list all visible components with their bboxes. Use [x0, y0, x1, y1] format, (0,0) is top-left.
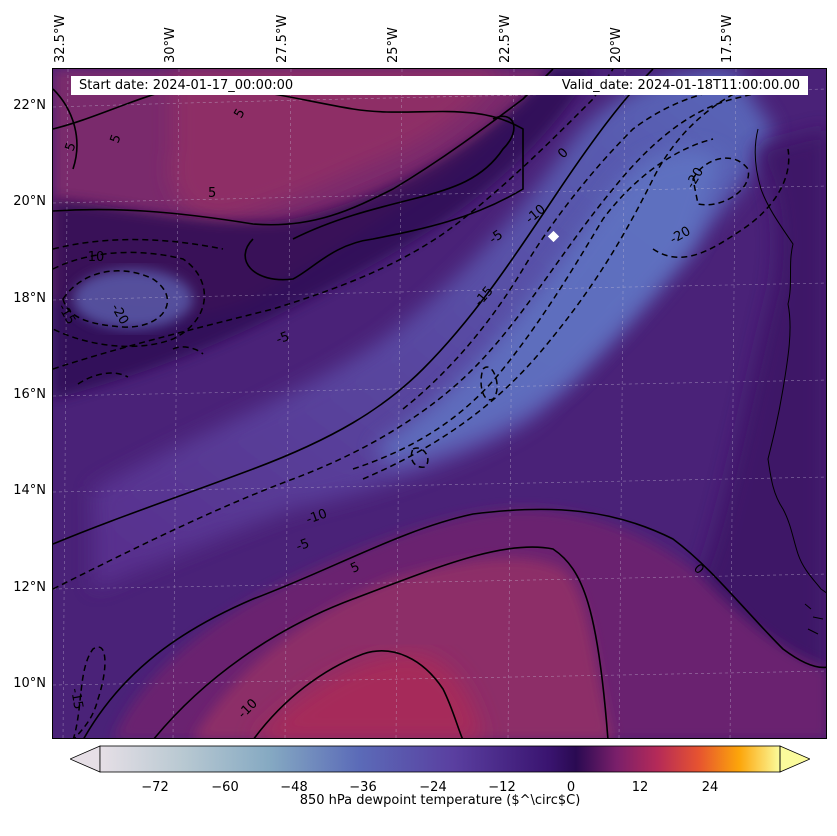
lon-label-20w: 20°W [609, 27, 624, 63]
lat-label-12n: 12°N [13, 580, 46, 595]
contour-label: -10 [83, 250, 104, 265]
colorbar-tick: 0 [566, 780, 576, 795]
field-driest-core [373, 148, 723, 464]
field-dry-band [93, 69, 773, 589]
colorbar-extend-low [70, 745, 101, 773]
lat-label-10n: 10°N [13, 676, 46, 691]
colorbar-tick: 24 [701, 780, 719, 795]
colorbar-tick: −36 [349, 780, 377, 795]
lat-label-14n: 14°N [13, 483, 46, 498]
dewpoint-map: 5 5 5 5 0 0 -10 -15 -20 -20 -5 -5 -10 -5… [53, 69, 826, 738]
island-outlines [804, 603, 824, 635]
contour-minus15-southwest [72, 646, 106, 738]
lon-label-22-5w: 22.5°W [498, 14, 513, 63]
lon-label-27-5w: 27.5°W [275, 14, 290, 63]
contour-closed-small [480, 366, 498, 401]
contour-five-south [253, 650, 464, 738]
contour-label: -15 [67, 687, 85, 711]
colorbar-tick: −60 [211, 780, 239, 795]
colorbar-tick: −24 [419, 780, 447, 795]
valid-date-label: Valid_date: 2024-01-18T11:00:00.00 [561, 78, 800, 93]
colorbar-extend-high [779, 745, 810, 773]
colorbar-tick: −48 [280, 780, 308, 795]
lat-label-16n: 16°N [13, 387, 46, 402]
contour-fragment-2 [77, 372, 129, 385]
start-date-label: Start date: 2024-01-17_00:00:00 [79, 78, 294, 93]
contour-minus10-west [53, 238, 224, 250]
lon-label-25w: 25°W [386, 27, 401, 63]
colorbar-title: 850 hPa dewpoint temperature ($^\circ$C) [299, 793, 581, 808]
colorbar-tick: 12 [631, 780, 649, 795]
contour-minus15-west [53, 251, 206, 348]
contour-label: -5 [294, 536, 311, 555]
colorbar-gradient [100, 746, 780, 772]
contour-minus15 [352, 138, 714, 470]
field-warmest-south [255, 653, 483, 738]
lat-label-20n: 20°N [13, 194, 46, 209]
contour-zero-south [83, 508, 826, 738]
contour-zero-mid [53, 69, 654, 545]
map-panel[interactable]: 5 5 5 5 0 0 -10 -15 -20 -20 -5 -5 -10 -5… [52, 68, 827, 739]
contour-five-inner [292, 115, 515, 240]
field-warmer-south [194, 558, 613, 738]
field-dark-band [53, 69, 593, 399]
contour-fragment [172, 346, 204, 355]
lon-label-30w: 30°W [163, 27, 178, 63]
colorbar-tick: −72 [141, 780, 169, 795]
date-header: Start date: 2024-01-17_00:00:00 Valid_da… [71, 76, 808, 95]
contour-label: -10 [304, 506, 329, 527]
colorbar-outline [99, 745, 781, 773]
lon-label-17-5w: 17.5°W [720, 14, 735, 63]
graticule [53, 69, 826, 738]
contour-minus5-north [53, 69, 614, 370]
colorbar [70, 745, 810, 773]
lat-label-18n: 18°N [13, 291, 46, 306]
location-marker[interactable] [547, 230, 560, 243]
contour-label: -5 [274, 329, 291, 348]
field-warmer-northwest [170, 69, 503, 219]
contour-label: 5 [208, 186, 216, 201]
lat-label-22n: 22°N [13, 98, 46, 113]
contour-minus20-loop [692, 157, 750, 206]
colorbar-tick: −12 [488, 780, 516, 795]
field-east-moist [614, 129, 826, 738]
contour-minus5-south [53, 88, 774, 590]
solid-contours [53, 69, 826, 738]
contour-minus10-south [362, 88, 744, 480]
contour-five-south-outer [153, 546, 609, 738]
dashed-contours [53, 69, 790, 738]
contour-five-west [53, 88, 78, 170]
coastline [754, 128, 826, 594]
lon-label-32-5w: 32.5°W [53, 14, 68, 63]
contour-zero-north [53, 69, 554, 226]
contour-minus20-west [62, 270, 169, 328]
contour-minus10-north [402, 83, 754, 410]
